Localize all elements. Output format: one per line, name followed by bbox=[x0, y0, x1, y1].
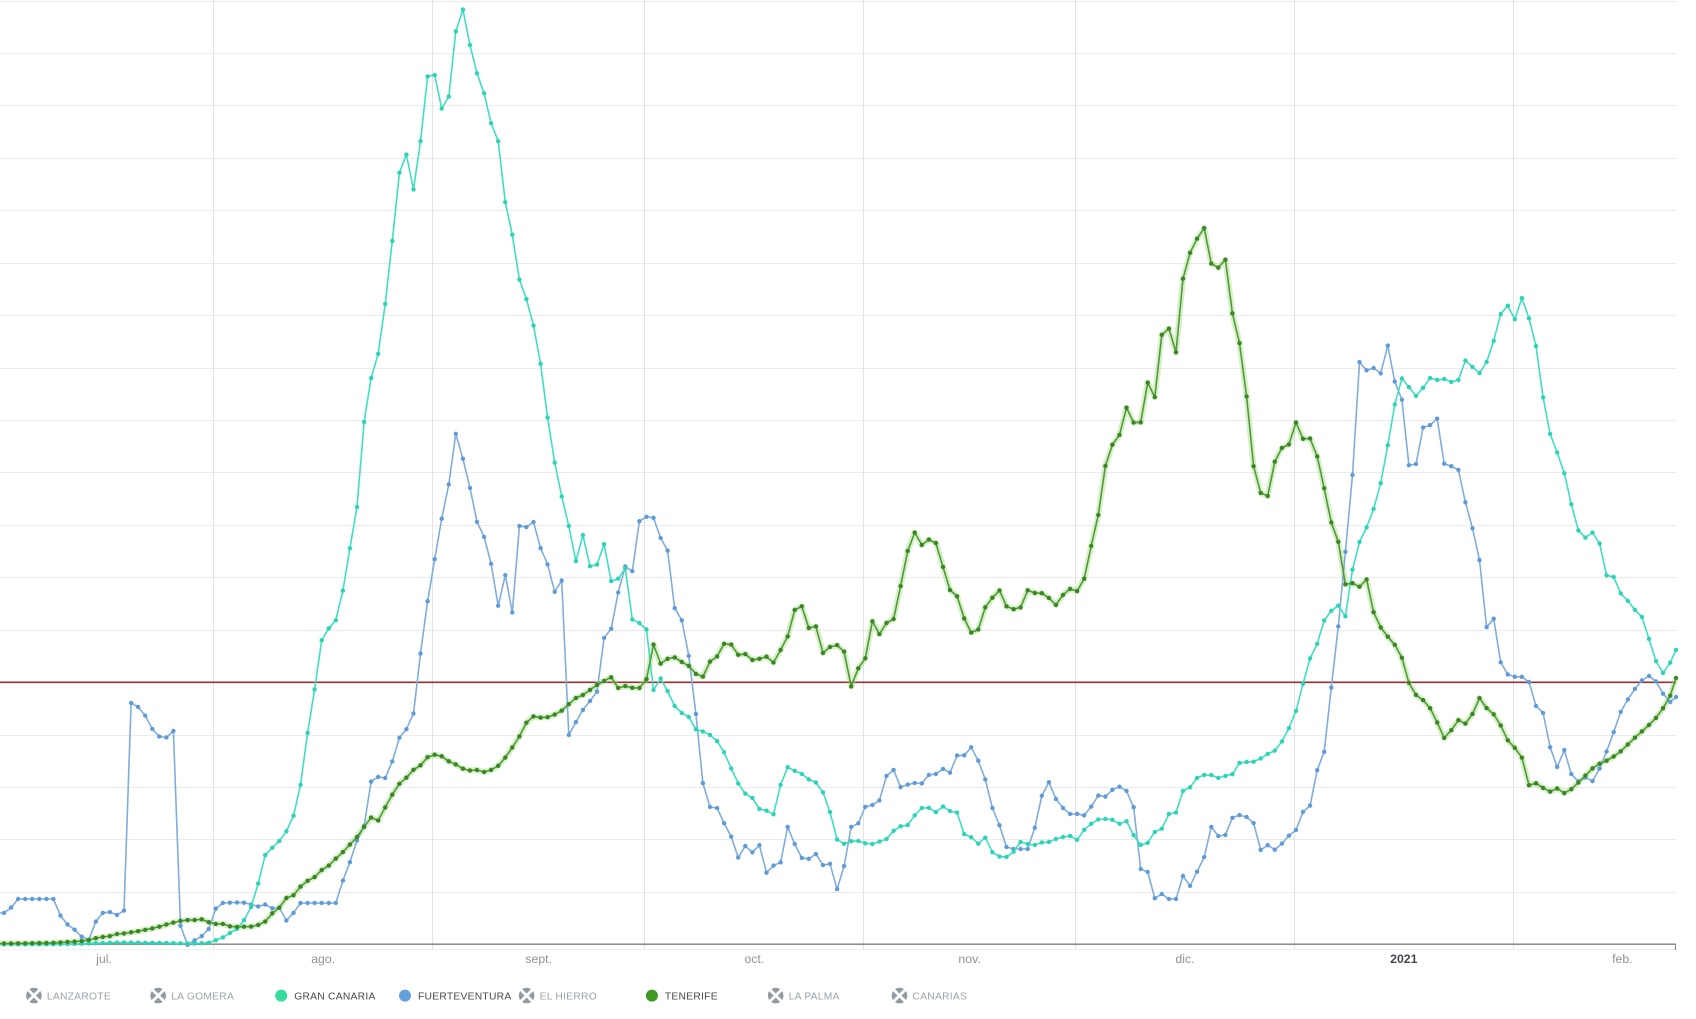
svg-text:2021: 2021 bbox=[1390, 952, 1418, 966]
svg-text:FUERTEVENTURA: FUERTEVENTURA bbox=[418, 992, 511, 1003]
svg-text:jul.: jul. bbox=[95, 952, 112, 966]
svg-text:sept.: sept. bbox=[525, 952, 552, 966]
svg-text:TENERIFE: TENERIFE bbox=[665, 992, 718, 1003]
svg-text:feb.: feb. bbox=[1612, 952, 1633, 966]
svg-text:EL HIERRO: EL HIERRO bbox=[540, 992, 597, 1003]
svg-text:ago.: ago. bbox=[311, 952, 335, 966]
svg-text:dic.: dic. bbox=[1175, 952, 1194, 966]
svg-text:LA PALMA: LA PALMA bbox=[789, 992, 840, 1003]
svg-text:CANARIAS: CANARIAS bbox=[913, 992, 968, 1003]
svg-text:nov.: nov. bbox=[958, 952, 980, 966]
svg-text:oct.: oct. bbox=[744, 952, 764, 966]
svg-text:LANZAROTE: LANZAROTE bbox=[47, 992, 111, 1003]
svg-text:LA GOMERA: LA GOMERA bbox=[171, 992, 234, 1003]
svg-text:GRAN CANARIA: GRAN CANARIA bbox=[294, 992, 375, 1003]
